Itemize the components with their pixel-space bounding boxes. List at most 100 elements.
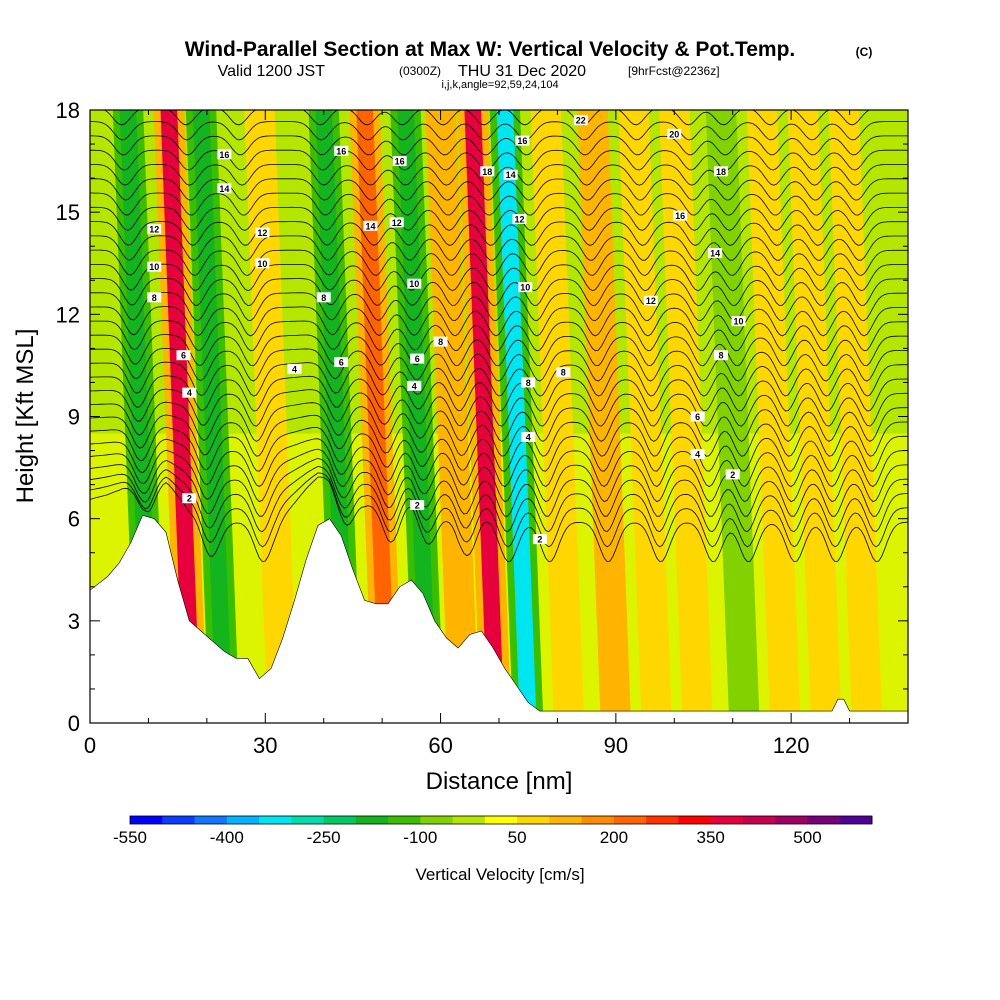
contour-label: 8 [521, 377, 536, 388]
contour-label: 4 [690, 448, 705, 459]
y-axis-label: Height [Kft MSL] [12, 329, 39, 504]
contour-label: 16 [334, 145, 349, 156]
contour-label: 4 [521, 431, 536, 442]
contour-label-text: 6 [181, 351, 186, 361]
contour-label-text: 4 [695, 449, 700, 459]
theta-contour [90, 163, 908, 186]
contour-label-text: 10 [520, 283, 530, 293]
contour-label-box [255, 227, 270, 238]
copyright-mark: (C) [856, 45, 873, 59]
contour-label: 12 [512, 213, 527, 224]
section-indices: i,j,k,angle=92,59,24,104 [441, 79, 558, 91]
colorbar-title: Vertical Velocity [cm/s] [415, 865, 584, 884]
colorbar: -550 -400 -250 -100 50 200 350 500 [113, 815, 873, 847]
valid-time-prefix: Valid 1200 JST [218, 63, 326, 80]
colorbar-label: -100 [403, 828, 437, 847]
theta-contour [90, 320, 908, 352]
contour-label-box [708, 248, 723, 259]
colorbar-swatch [484, 816, 518, 824]
contour-label: 18 [480, 166, 495, 177]
theta-contour [90, 347, 908, 382]
contour-label-box [316, 292, 331, 303]
contour-label: 12 [255, 227, 270, 238]
x-tick-label: 30 [253, 733, 277, 758]
contour-label: 12 [389, 217, 404, 228]
contour-label: 16 [392, 156, 407, 167]
colorbar-swatch [678, 816, 712, 824]
theta-contour [90, 466, 908, 533]
contour-label-box [389, 217, 404, 228]
axes: 0 30 60 90 120 0 3 6 9 12 15 18 [56, 98, 908, 758]
w-band-7 [425, 110, 480, 723]
colorbar-label: -550 [113, 828, 147, 847]
contour-label-text: 6 [415, 354, 420, 364]
contour-label-text: 22 [576, 116, 586, 126]
contour-label-box [714, 166, 729, 177]
colorbar-swatch [355, 816, 389, 824]
contour-label-box [725, 469, 740, 480]
contour-label-text: 4 [526, 432, 531, 442]
contour-label-box [480, 166, 495, 177]
contour-label: 16 [515, 135, 530, 146]
contour-label: 8 [316, 292, 331, 303]
contour-label-text: 6 [695, 412, 700, 422]
contour-label: 4 [182, 387, 197, 398]
chart-title: Wind-Parallel Section at Max W: Vertical… [185, 38, 796, 61]
x-tick-label: 0 [84, 733, 96, 758]
contour-label-box [643, 295, 658, 306]
contour-label-box [556, 367, 571, 378]
contour-label-text: 10 [734, 317, 744, 327]
contour-label-box [182, 387, 197, 398]
contour-label-box [503, 169, 518, 180]
colorbar-label: 350 [697, 828, 725, 847]
contour-label-text: 12 [514, 214, 524, 224]
contour-label-text: 10 [409, 279, 419, 289]
contour-label-text: 2 [537, 535, 542, 545]
contour-label-box [521, 431, 536, 442]
contour-label: 10 [147, 261, 162, 272]
contour-label: 10 [255, 258, 270, 269]
y-tick-label: 6 [68, 507, 80, 532]
w-band-12 [618, 110, 672, 723]
colorbar-swatch [323, 816, 357, 824]
theta-contour [90, 388, 908, 427]
contour-label: 18 [714, 166, 729, 177]
colorbar-swatch [775, 816, 808, 824]
contour-label-box [363, 220, 378, 231]
theta-contour [90, 278, 908, 306]
contour-label-box [176, 350, 191, 361]
title-block: Wind-Parallel Section at Max W: Vertical… [185, 38, 873, 91]
y-tick-label: 18 [56, 98, 80, 123]
theta-contour [90, 121, 908, 141]
x-tick-label: 120 [773, 733, 810, 758]
contour-label-box [673, 210, 688, 221]
colorbar-frame [129, 815, 873, 825]
contour-label: 6 [410, 353, 425, 364]
contour-label-text: 16 [395, 157, 405, 167]
contour-label-box [334, 357, 349, 368]
contour-label: 2 [182, 493, 197, 504]
contour-label-box [407, 380, 422, 391]
colorbar-label: 50 [508, 828, 527, 847]
contour-label: 8 [556, 367, 571, 378]
contour-label-text: 2 [187, 494, 192, 504]
colorbar-label: -250 [307, 828, 341, 847]
x-tick-label: 90 [604, 733, 628, 758]
contour-label-box [255, 258, 270, 269]
contour-label-text: 16 [219, 150, 229, 160]
contour-label-text: 18 [716, 167, 726, 177]
theta-contour [90, 361, 908, 397]
theta-contour [90, 249, 908, 276]
colorbar-label: -400 [210, 828, 244, 847]
x-axis-label: Distance [nm] [426, 768, 573, 795]
contour-label: 10 [407, 278, 422, 289]
w-band-core-8 [464, 110, 505, 723]
contour-label-box [532, 534, 547, 545]
contour-label-box [690, 411, 705, 422]
theta-contour [90, 135, 908, 156]
colorbar-swatch [452, 816, 486, 824]
theta-contour [90, 472, 908, 548]
contour-label-box [147, 224, 162, 235]
contour-label-box [182, 493, 197, 504]
contour-label: 10 [518, 282, 533, 293]
